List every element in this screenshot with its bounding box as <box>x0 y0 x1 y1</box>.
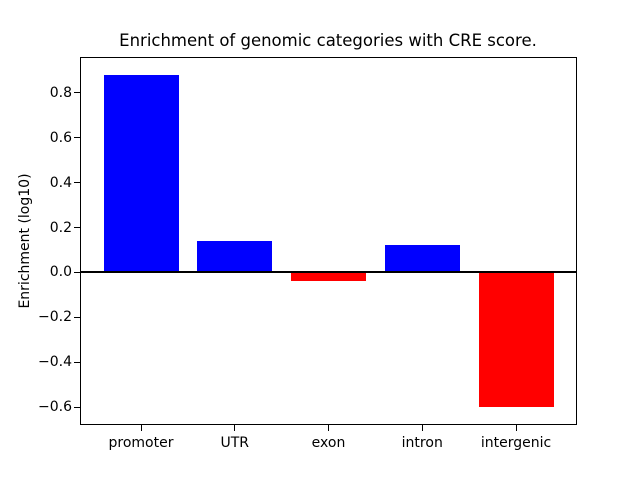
y-tick-label: −0.6 <box>38 399 72 416</box>
x-tick-mark <box>328 425 329 431</box>
x-tick-mark <box>515 425 517 431</box>
bar-exon <box>291 272 366 282</box>
x-tick-mark <box>140 425 142 431</box>
x-tick-mark <box>234 425 236 431</box>
x-tick-label-intron: intron <box>401 435 443 451</box>
chart-title: Enrichment of genomic categories with CR… <box>119 31 537 50</box>
y-tick-mark <box>74 271 80 273</box>
zero-line <box>80 271 577 274</box>
y-tick-mark <box>74 227 80 228</box>
bar-promoter <box>103 74 179 273</box>
bar-intergenic <box>478 272 554 408</box>
y-tick-label: 0.8 <box>49 84 72 101</box>
bar-intron <box>384 245 460 273</box>
y-tick-mark <box>74 137 80 139</box>
y-tick-label: 0.2 <box>49 219 72 236</box>
y-tick-label: −0.2 <box>38 309 72 326</box>
y-tick-mark <box>74 361 80 363</box>
bar-UTR <box>197 241 273 273</box>
y-tick-label: 0.6 <box>49 129 72 146</box>
x-tick-label-intergenic: intergenic <box>480 435 552 451</box>
y-axis-label: Enrichment (log10) <box>17 173 33 309</box>
y-tick-label: −0.4 <box>38 354 72 371</box>
y-tick-mark <box>74 182 80 184</box>
y-tick-mark <box>74 92 80 94</box>
y-tick-mark <box>74 406 80 408</box>
y-tick-label: 0.0 <box>49 264 72 281</box>
x-tick-label-promoter: promoter <box>108 435 174 451</box>
x-tick-label-exon: exon <box>311 435 346 451</box>
x-tick-label-UTR: UTR <box>220 435 250 451</box>
y-tick-label: 0.4 <box>49 174 72 191</box>
y-tick-mark <box>74 316 80 318</box>
plot-area <box>80 57 577 425</box>
x-tick-mark <box>421 425 423 431</box>
